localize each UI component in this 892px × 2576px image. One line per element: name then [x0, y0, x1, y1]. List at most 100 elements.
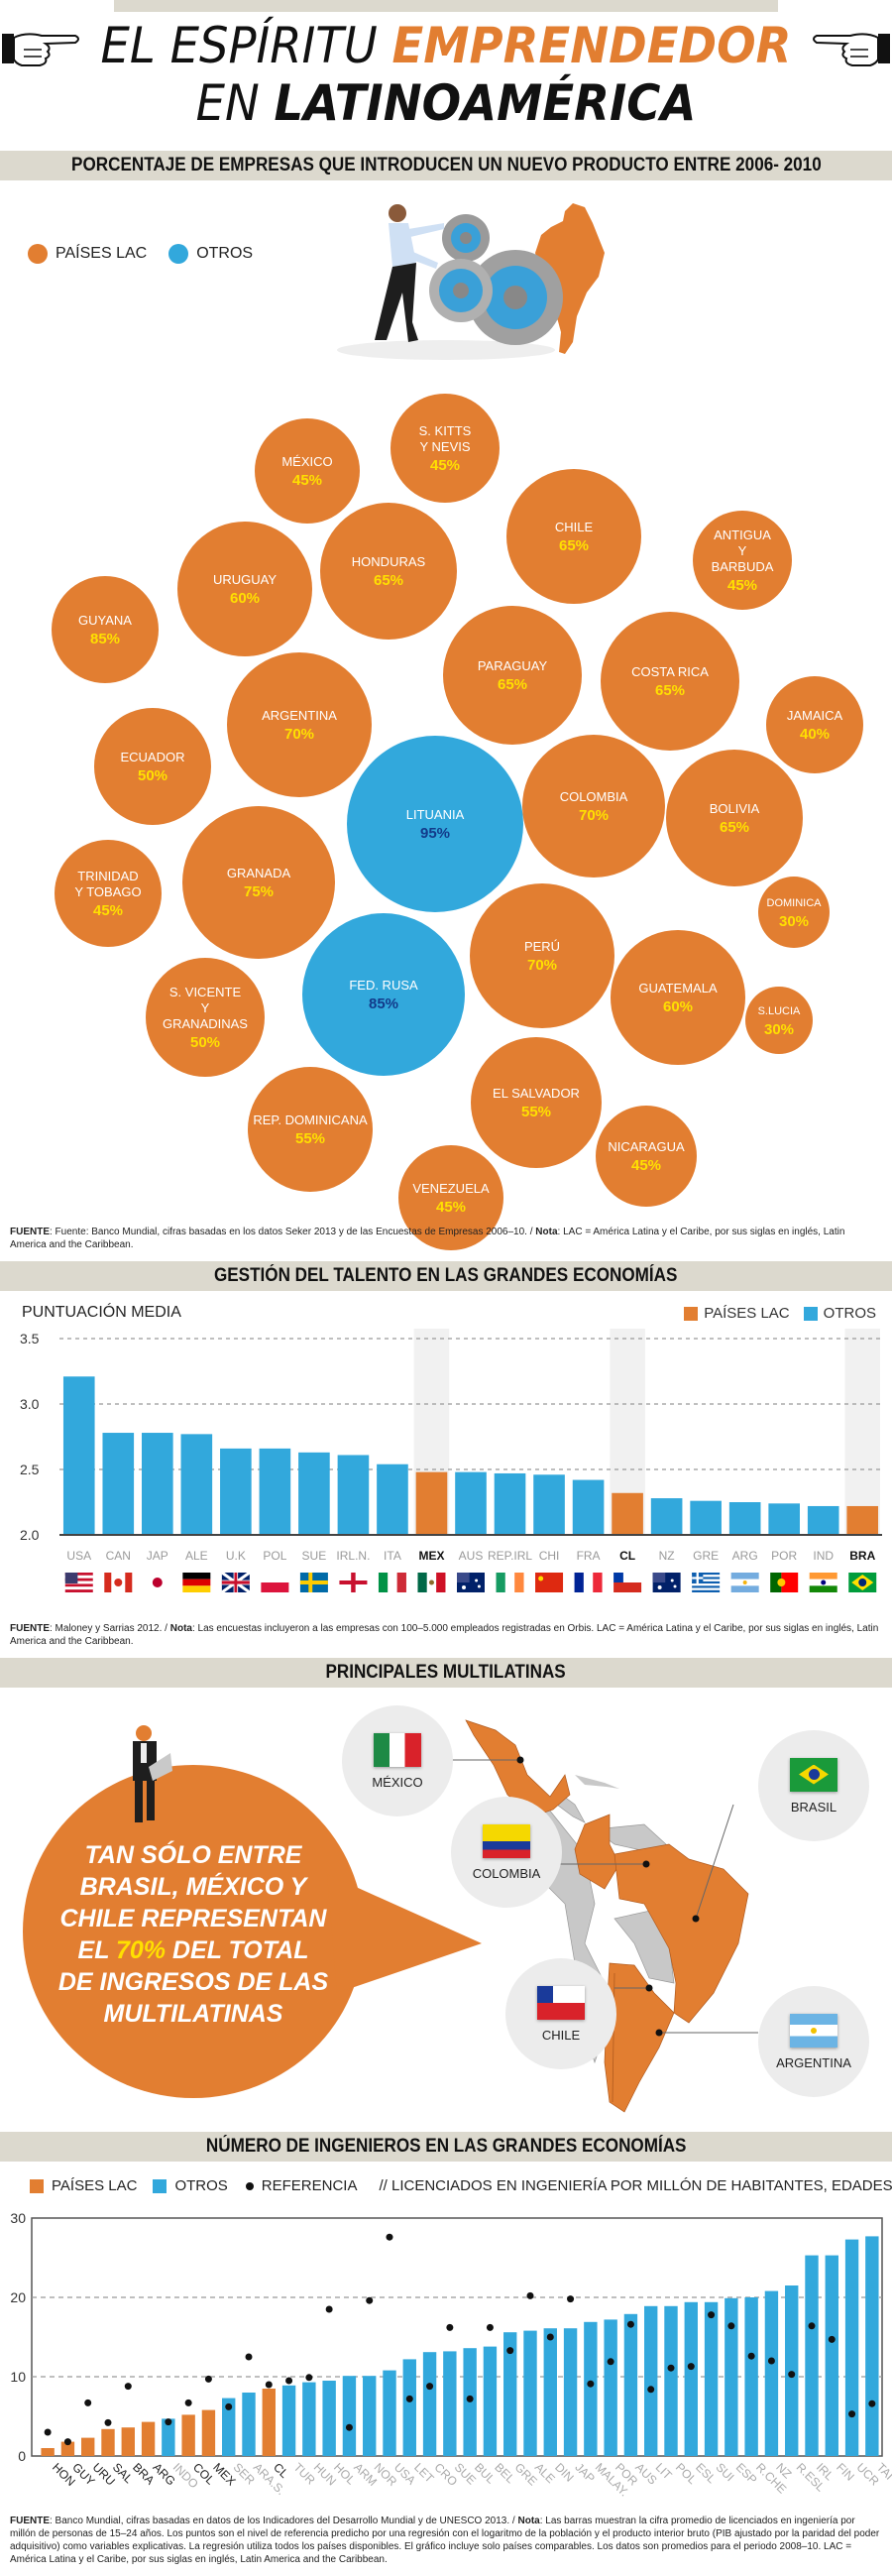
usa-flag-icon	[64, 1573, 93, 1592]
bar-ESL	[684, 2301, 698, 2456]
bubble-label: TRINIDAD	[77, 868, 139, 883]
bar-NOR	[363, 2376, 377, 2456]
reference-dot-LET	[405, 2395, 413, 2402]
section-header-engineers: NÚMERO DE INGENIEROS EN LAS GRANDES ECON…	[0, 2132, 892, 2162]
bar-ALE	[523, 2330, 537, 2456]
bubble-colombia: COLOMBIA 70%	[522, 735, 665, 878]
x-tick-label: BRA	[849, 1549, 875, 1563]
legend-otros-swatch	[168, 244, 189, 264]
bubble-label: S. KITTS	[418, 422, 472, 438]
bar-POL	[259, 1448, 291, 1535]
bubble-chile: CHILE 65%	[506, 469, 641, 604]
x-tick-label: FIN	[834, 2460, 857, 2484]
engineers-legend: PAÍSES LAC OTROS REFERENCIA // LICENCIAD…	[30, 2177, 892, 2194]
legend-otros-label: OTROS	[823, 1305, 876, 1322]
marker-argentina	[655, 2029, 663, 2037]
marker-colombia	[642, 1860, 650, 1868]
x-tick-label: JAP	[147, 1549, 168, 1563]
y-tick-label: 0	[18, 2448, 26, 2464]
x-tick-label: POR	[771, 1549, 797, 1563]
bubble-value: 60%	[662, 997, 694, 1015]
bubble-label: COSTA RICA	[631, 663, 709, 679]
bubble-value: 55%	[294, 1129, 326, 1147]
bubble-label: CHILE	[554, 519, 594, 534]
title-highlight: EMPRENDEDOR	[391, 17, 792, 74]
reference-dot-UCR	[848, 2410, 856, 2418]
country-card-chile: CHILE	[505, 1958, 616, 2069]
bubble-label: COLOMBIA	[559, 788, 628, 804]
bubble-label: Y	[200, 999, 210, 1015]
bar-IRL	[805, 2255, 819, 2456]
bar-LIT	[644, 2305, 658, 2456]
reference-dot-GRE	[506, 2347, 514, 2355]
bubble-label: VENEZUELA	[412, 1180, 490, 1196]
legend-otros-label: OTROS	[196, 245, 254, 262]
bubble-value: 85%	[368, 995, 399, 1012]
bar-TAI	[865, 2236, 879, 2456]
x-tick-label: GRE	[693, 1549, 719, 1563]
pointing-hand-left-icon	[2, 33, 79, 66]
nireland-flag-icon	[339, 1573, 368, 1592]
bubble-value: 65%	[558, 536, 590, 554]
x-tick-label: BEL	[492, 2460, 517, 2486]
bubble-nicaragua: NICARAGUA 45%	[596, 1106, 697, 1207]
bar-MEX	[201, 2409, 216, 2456]
bubble-label: Y	[737, 542, 747, 558]
y-tick-label: 3.0	[20, 1396, 40, 1412]
bubble-label: URUGUAY	[212, 571, 278, 587]
reference-dot-NOR	[366, 2296, 374, 2304]
bubble-value: 60%	[229, 589, 261, 607]
canada-flag-icon	[104, 1573, 133, 1592]
bar-LET	[402, 2359, 416, 2456]
bar-CAN	[102, 1433, 135, 1535]
bar-JAP	[142, 1433, 173, 1535]
x-tick-label: ITA	[384, 1549, 401, 1563]
reference-dot-URU	[84, 2399, 92, 2406]
bar-HON	[41, 2448, 55, 2456]
y-tick-label: 2.5	[20, 1462, 40, 1477]
bar-CL	[262, 2389, 276, 2456]
gear-icon	[442, 214, 490, 262]
y-tick-label: 20	[10, 2289, 26, 2305]
bar-ARA.S.	[242, 2393, 256, 2456]
legend-otros-swatch	[153, 2178, 167, 2193]
bar-MALAY.	[584, 2321, 598, 2456]
newzealand-flag-icon	[652, 1573, 681, 1592]
bar-BRA	[846, 1505, 879, 1535]
bubble-value: 45%	[92, 901, 124, 919]
title-text: EN	[195, 74, 275, 132]
bubble-value: 65%	[654, 681, 686, 699]
bubble-s-kitts-y-nevis: S. KITTS Y NEVIS 45%	[390, 394, 500, 503]
bar-INDO	[162, 2418, 175, 2456]
engineers-bar-chart: 0102030HONGUYURUSALBRAARGINDOCOLMEXSERAR…	[10, 2210, 892, 2500]
bar-USA	[383, 2370, 396, 2456]
x-tick-label: U.K	[226, 1549, 246, 1563]
x-tick-label: USA	[66, 1549, 91, 1563]
reference-dot-HOL	[325, 2305, 333, 2313]
sweden-flag-icon	[299, 1573, 328, 1592]
bubble-label: PARAGUAY	[477, 657, 548, 673]
poland-flag-icon	[261, 1573, 289, 1592]
bubble-s-vicente-y-granadinas: S. VICENTE Y GRANADINAS 50%	[146, 958, 265, 1077]
bar-MEX	[415, 1471, 448, 1535]
chile-flag-icon	[613, 1573, 642, 1592]
bubble-ecuador: ECUADOR 50%	[94, 708, 211, 825]
bubble-value: 55%	[520, 1103, 552, 1120]
bar-SAL	[101, 2428, 115, 2456]
reference-dot-MALAY.	[587, 2380, 595, 2388]
x-tick-label: REP.IRL	[488, 1549, 532, 1563]
bar-ARM	[342, 2376, 357, 2456]
reference-dot-ESP	[727, 2322, 735, 2330]
bubble-antigua-y-barbuda: ANTIGUA Y BARBUDA 45%	[693, 511, 792, 610]
reference-dot-R.CHE	[747, 2352, 755, 2360]
france-flag-icon	[574, 1573, 603, 1592]
bar-ESP	[725, 2297, 738, 2456]
bar-BRA	[121, 2427, 135, 2456]
bubble-label: BOLIVIA	[709, 800, 760, 816]
argentina-flag-icon	[790, 2013, 837, 2048]
legend-lac-label: PAÍSES LAC	[52, 2177, 138, 2194]
bar-POR	[768, 1503, 800, 1535]
legend-reference-dot	[245, 2181, 254, 2190]
bubble-label: GUYANA	[78, 612, 132, 628]
bubble-trinidad-y-tobago: TRINIDAD Y TOBAGO 45%	[55, 840, 162, 947]
